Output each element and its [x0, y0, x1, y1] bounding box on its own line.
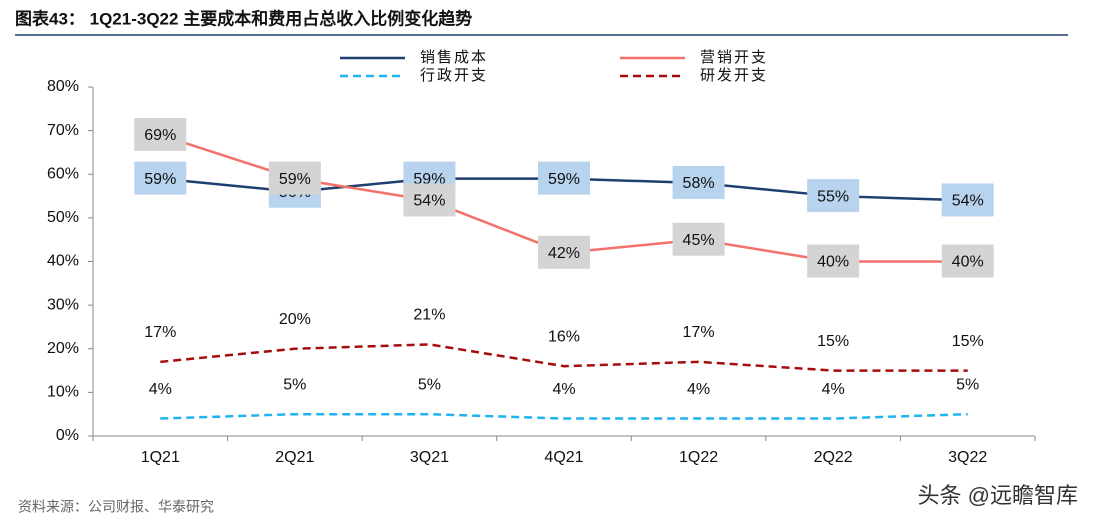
data-label: 4% — [552, 381, 575, 398]
source: 资料来源：公司财报、华泰研究 — [18, 499, 214, 515]
data-label: 59% — [279, 171, 311, 188]
y-tick-label: 0% — [56, 427, 79, 444]
data-label: 17% — [144, 324, 176, 341]
label-background — [134, 117, 187, 151]
data-label-box: 59% — [134, 161, 187, 195]
data-label-box: 45% — [672, 222, 725, 256]
x-tick-label: 3Q21 — [410, 449, 449, 466]
legend-label: 销售成本 — [420, 49, 488, 66]
legend-label: 行政开支 — [420, 67, 488, 84]
data-label: 5% — [283, 376, 306, 393]
legend-label: 营销开支 — [700, 49, 768, 66]
data-label-box: 54% — [941, 183, 994, 217]
chart-title: 图表43： 1Q21-3Q22 主要成本和费用占总收入比例变化趋势 — [15, 8, 472, 28]
data-label: 55% — [817, 188, 849, 205]
y-tick-label: 20% — [47, 340, 79, 357]
label-background — [672, 165, 725, 199]
y-tick-label: 40% — [47, 253, 79, 270]
data-label: 5% — [418, 376, 441, 393]
y-tick-label: 10% — [47, 384, 79, 401]
data-label: 15% — [952, 333, 984, 350]
label-background — [941, 183, 994, 217]
data-label-box: 54% — [403, 183, 456, 217]
data-label: 4% — [687, 381, 710, 398]
y-tick-label: 50% — [47, 209, 79, 226]
series-line — [160, 412, 968, 420]
y-tick-label: 70% — [47, 122, 79, 139]
data-label: 40% — [817, 254, 849, 271]
data-label: 54% — [952, 193, 984, 210]
data-label: 42% — [548, 245, 580, 262]
data-label-box: 42% — [538, 235, 590, 269]
data-label-box: 59% — [538, 161, 590, 195]
label-background — [403, 183, 456, 217]
data-label: 4% — [149, 381, 172, 398]
y-tick-label: 80% — [47, 78, 79, 95]
data-label: 45% — [683, 232, 715, 249]
data-label: 69% — [144, 127, 176, 144]
x-tick-label: 2Q21 — [275, 449, 314, 466]
x-tick-label: 2Q22 — [814, 449, 853, 466]
x-tick-label: 4Q21 — [544, 449, 583, 466]
data-label-box: 40% — [941, 244, 994, 278]
x-tick-label: 3Q22 — [948, 449, 987, 466]
label-background — [672, 222, 725, 256]
y-tick-label: 30% — [47, 296, 79, 313]
data-label-box: 40% — [807, 244, 860, 278]
legend-label: 研发开支 — [700, 67, 768, 84]
data-label: 58% — [683, 175, 715, 192]
data-label: 54% — [413, 193, 445, 210]
data-label: 20% — [279, 311, 311, 328]
watermark: 头条 @远瞻智库 — [918, 483, 1078, 508]
x-tick-label: 1Q21 — [141, 449, 180, 466]
x-tick-label: 1Q22 — [679, 449, 718, 466]
label-background — [807, 244, 860, 278]
data-label: 21% — [413, 307, 445, 324]
label-background — [268, 161, 321, 195]
data-label: 16% — [548, 328, 580, 345]
data-label: 4% — [822, 381, 845, 398]
data-label: 17% — [683, 324, 715, 341]
data-label: 59% — [144, 171, 176, 188]
y-tick-label: 60% — [47, 165, 79, 182]
data-label: 40% — [952, 254, 984, 271]
label-background — [538, 161, 590, 195]
label-background — [807, 179, 860, 213]
data-label-box: 58% — [672, 165, 725, 199]
data-label-box: 69% — [134, 117, 187, 151]
data-label: 5% — [956, 376, 979, 393]
label-background — [941, 244, 994, 278]
label-background — [538, 235, 590, 269]
label-background — [134, 161, 187, 195]
series-line — [160, 343, 968, 372]
data-label-box: 59% — [268, 161, 321, 195]
data-label: 15% — [817, 333, 849, 350]
data-label: 59% — [548, 171, 580, 188]
data-label-box: 55% — [807, 179, 860, 213]
